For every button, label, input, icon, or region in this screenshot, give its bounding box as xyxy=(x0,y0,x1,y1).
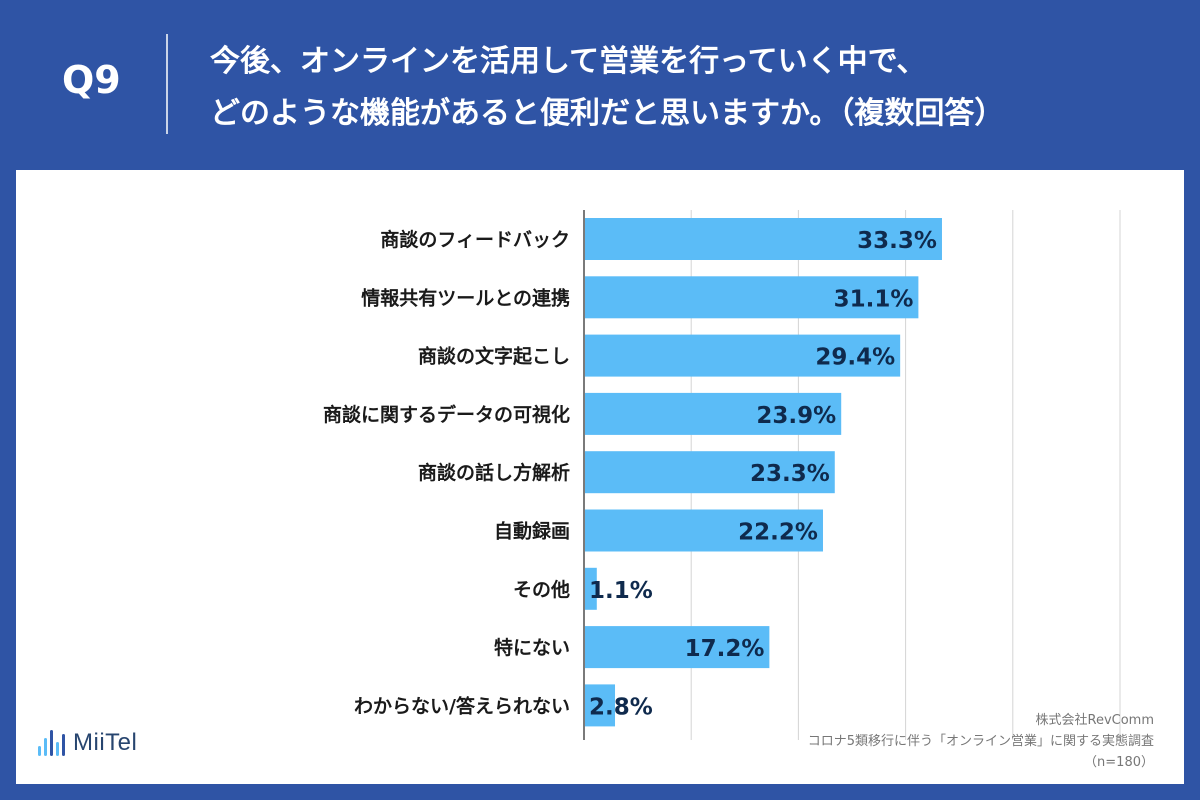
question-title-line2: どのような機能があると便利だと思いますか。（複数回答） xyxy=(210,96,1005,131)
bar xyxy=(585,392,842,435)
category-label: 商談のフィードバック xyxy=(380,228,570,251)
header: Q9 今後、オンラインを活用して営業を行っていく中で、 どのような機能があると便… xyxy=(0,0,1200,168)
source-sample: （n=180） xyxy=(1084,755,1154,770)
chart-panel: 商談のフィードバック 33.3% 情報共有ツールとの連携 31.1% 商談の文字起こし 2… xyxy=(16,170,1184,784)
bar-chart: 商談のフィードバック 33.3% 情報共有ツールとの連携 31.1% 商談の文字起こし 2… xyxy=(323,210,1121,740)
bar xyxy=(585,334,901,377)
category-label: 商談の文字起こし xyxy=(418,345,570,368)
miitel-logo: MiiTel xyxy=(38,726,137,760)
logo-text: MiiTel xyxy=(73,729,138,756)
value-label: 23.9% xyxy=(756,403,836,429)
bar xyxy=(585,218,942,260)
value-label: 33.3% xyxy=(857,228,937,254)
value-label: 29.4% xyxy=(815,345,895,371)
question-title-line1: 今後、オンラインを活用して営業を行っていく中で、 xyxy=(210,44,927,79)
category-label: わからない/答えられない xyxy=(354,694,570,717)
value-label: 31.1% xyxy=(834,286,914,312)
source-survey: コロナ5類移行に伴う「オンライン営業」に関する実態調査 xyxy=(807,734,1154,749)
question-title: 今後、オンラインを活用して営業を行っていく中で、 どのような機能があると便利だと… xyxy=(210,36,1170,140)
value-label: 22.2% xyxy=(738,520,818,546)
category-label: 商談の話し方解析 xyxy=(418,461,570,484)
category-label: その他 xyxy=(513,578,570,601)
value-label: 2.8% xyxy=(589,694,653,720)
category-label: 特にない xyxy=(494,637,570,659)
header-divider xyxy=(166,34,168,134)
value-label: 17.2% xyxy=(685,636,765,662)
source-note: 株式会社RevComm コロナ5類移行に伴う「オンライン営業」に関する実態調査 … xyxy=(808,710,1154,773)
value-label: 23.3% xyxy=(750,461,830,487)
category-label: 情報共有ツールとの連携 xyxy=(361,286,570,309)
sound-wave-icon xyxy=(38,730,65,756)
category-label: 商談に関するデータの可視化 xyxy=(323,403,570,426)
category-label: 自動録画 xyxy=(494,520,570,543)
bar xyxy=(585,626,770,669)
source-company: 株式会社RevComm xyxy=(1035,713,1155,728)
bar xyxy=(585,567,597,610)
bar xyxy=(585,509,823,552)
bar xyxy=(585,276,919,319)
value-label: 1.1% xyxy=(589,578,653,604)
question-number: Q9 xyxy=(62,58,121,102)
bar xyxy=(585,451,835,494)
bar xyxy=(585,684,616,727)
